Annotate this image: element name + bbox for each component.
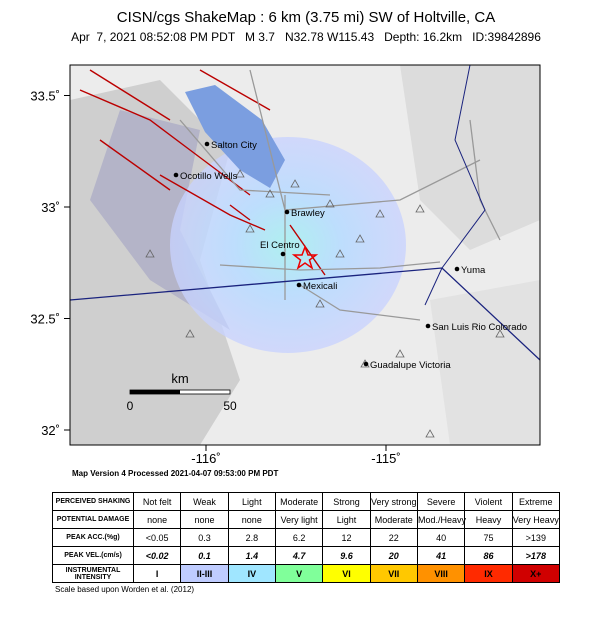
lat-label: 32˚ [41,423,60,438]
legend-cell: 75 [464,528,513,547]
legend-row: POTENTIAL DAMAGE none none none Very light Li… [52,510,561,529]
legend-cell: I [132,564,182,583]
legend-row-header: PERCEIVED SHAKING [52,492,134,511]
city-label: Mexicali [303,281,337,292]
legend-cell: 20 [369,546,418,565]
lat-label: 33˚ [41,200,60,215]
legend-cell: none [132,510,182,529]
legend-cell: Light [322,510,371,529]
legend-cell: none [227,510,276,529]
legend-cell: IX [464,564,513,583]
legend-cell: 0.1 [180,546,229,565]
lat-label: 32.5˚ [30,312,60,327]
epicenter [291,244,319,270]
legend-cell: Violent [464,492,513,511]
city-label: Ocotillo Wells [180,171,238,182]
legend-cell: Severe [416,492,466,511]
legend-row: PEAK VEL.(cm/s) <0.02 0.1 1.4 4.7 9.6 20 41 86 >1… [52,546,561,565]
legend-cell: V [274,564,324,583]
legend-cell: 86 [464,546,513,565]
lon-label: -116˚ [191,451,220,466]
legend-cell: <0.05 [132,528,182,547]
legend-cell: X+ [511,564,561,583]
legend-row-header: PEAK ACC.(%g) [52,528,134,547]
legend-cell: >178 [511,546,561,565]
legend-cell: Very Heavy [511,510,561,529]
city-label: Brawley [291,208,325,219]
scale-start: 0 [127,399,134,413]
salton-sea [185,85,285,188]
legend-row-header: INSTRUMENTAL INTENSITY [52,564,134,583]
scale-unit: km [171,371,188,386]
footnote: Scale based upon Worden et al. (2012) [55,585,195,594]
legend-cell: Light [227,492,276,511]
legend-cell: 12 [322,528,371,547]
intensity-legend: PERCEIVED SHAKING Not felt Weak Light Modera… [52,492,561,583]
lat-label: 33.5˚ [30,89,60,104]
legend-cell: Moderate [274,492,324,511]
legend-cell: Weak [180,492,229,511]
map-area: Salton City Ocotillo Wells Brawley El Ce… [70,65,540,445]
legend-cell: <0.02 [132,546,182,565]
legend-cell: none [180,510,229,529]
city-label: Yuma [461,265,486,276]
scale-end: 50 [223,399,237,413]
legend-cell: Moderate [369,510,418,529]
legend-cell: 41 [416,546,466,565]
legend-cell: 4.7 [274,546,324,565]
river-border [424,65,486,306]
stations [145,169,505,438]
lon-label: -115˚ [371,451,400,466]
legend-cell: VII [369,564,418,583]
legend-row: PERCEIVED SHAKING Not felt Weak Light Modera… [52,492,561,511]
subtitle: Apr 7, 2021 08:52:08 PM PDT M 3.7 N32.78… [71,30,541,44]
title: CISN/cgs ShakeMap : 6 km (3.75 mi) SW of… [117,9,495,26]
faults [79,69,326,276]
legend-cell: 1.4 [227,546,276,565]
scale-bar: km 0 50 [127,371,237,413]
legend-cell: Very light [274,510,324,529]
legend-row-header: PEAK VEL.(cm/s) [52,546,134,565]
legend-row: INSTRUMENTAL INTENSITY I II-III IV V VI VII VII… [52,564,561,583]
legend-cell: IV [227,564,276,583]
legend-cell: Strong [322,492,371,511]
cities: Salton City Ocotillo Wells Brawley El Ce… [173,140,527,371]
legend-cell: Heavy [464,510,513,529]
map-frame [69,64,541,446]
legend-cell: Not felt [132,492,182,511]
legend-cell: VIII [416,564,466,583]
city-label: El Centro [260,240,300,251]
legend-row-header: POTENTIAL DAMAGE [52,510,134,529]
legend-cell: II-III [180,564,229,583]
legend-cell: 40 [416,528,466,547]
legend-cell: 2.8 [227,528,276,547]
legend-cell: Mod./Heavy [416,510,466,529]
city-label: San Luis Rio Colorado [432,322,527,333]
shakemap: CISN/cgs ShakeMap : 6 km (3.75 mi) SW of… [30,9,541,478]
legend-row: PEAK ACC.(%g) <0.05 0.3 2.8 6.2 12 22 40 75 >139 [52,528,561,547]
legend-cell: 22 [369,528,418,547]
legend-cell: VI [322,564,371,583]
legend-cell: Very strong [369,492,418,511]
city-label: Salton City [211,140,257,151]
city-label: Guadalupe Victoria [370,360,451,371]
version: Map Version 4 Processed 2021-04-07 09:53… [72,469,278,478]
legend-cell: >139 [511,528,561,547]
legend-cell: 0.3 [180,528,229,547]
legend-cell: 6.2 [274,528,324,547]
legend-cell: 9.6 [322,546,371,565]
legend-cell: Extreme [511,492,561,511]
